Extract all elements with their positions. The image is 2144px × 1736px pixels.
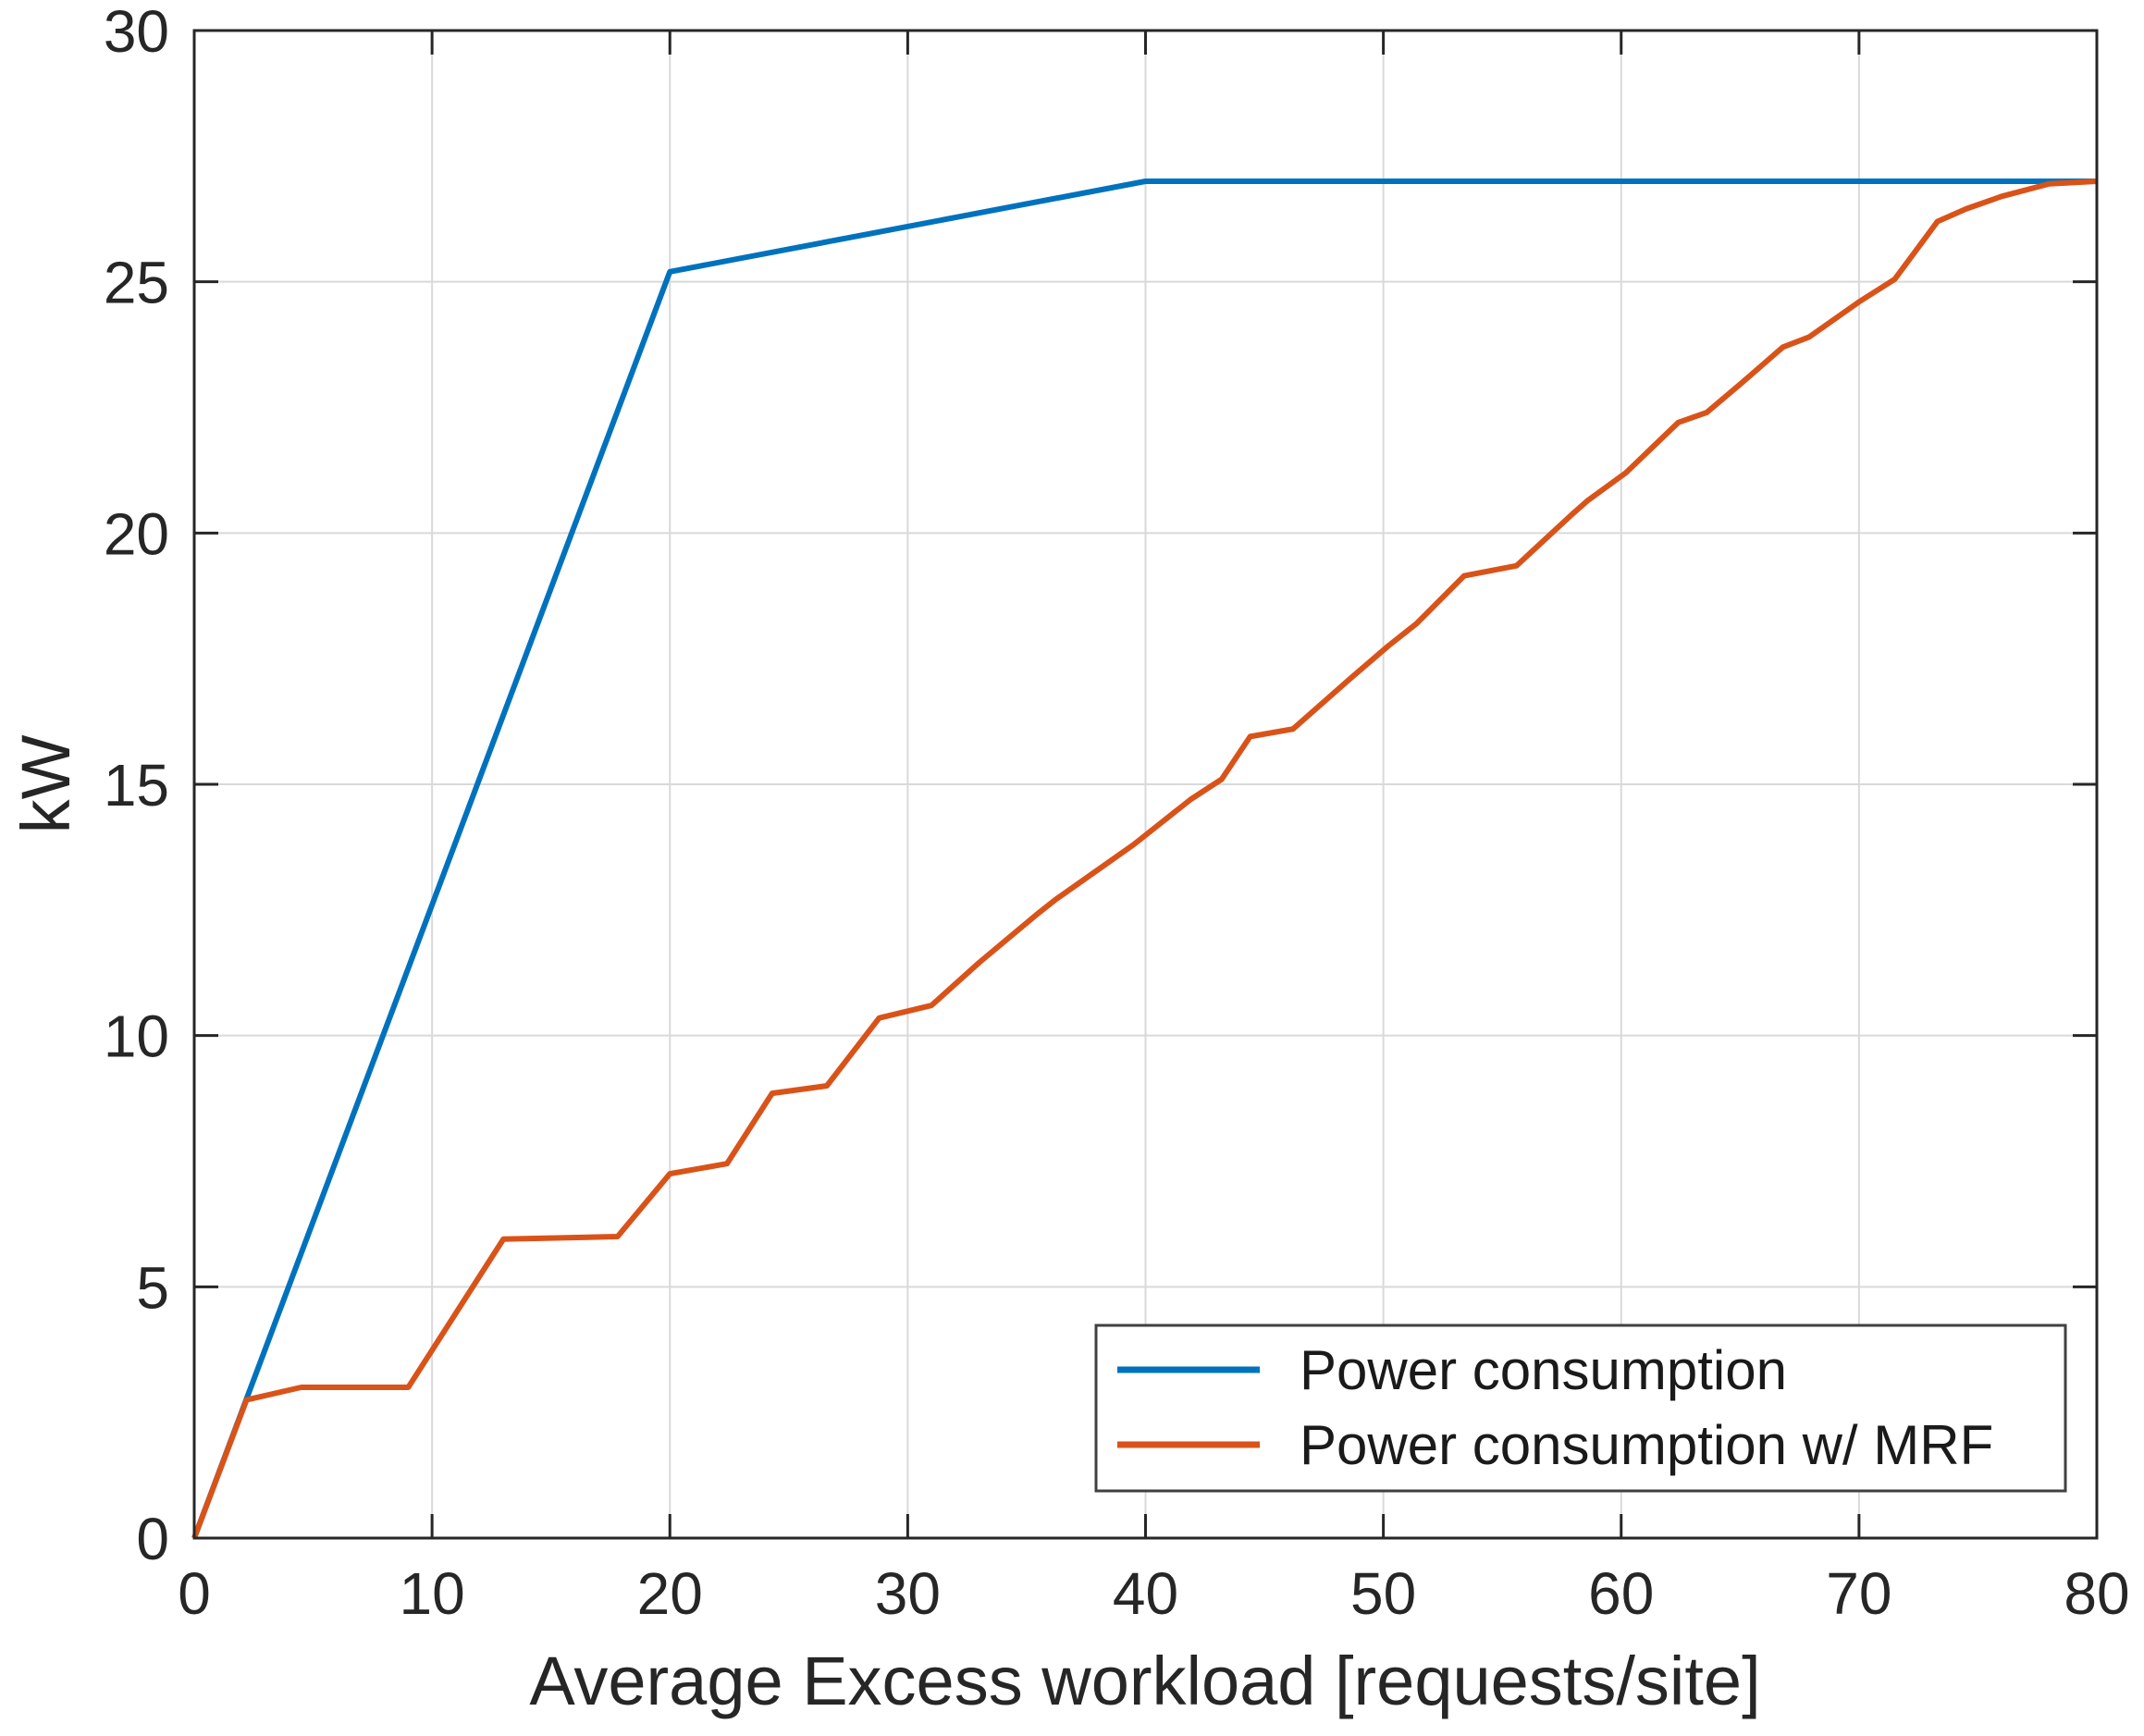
y-tick-label: 10 (104, 1003, 169, 1070)
series-layer (191, 179, 2098, 1540)
x-tick-label: 30 (875, 1560, 941, 1627)
x-tick-label: 20 (637, 1560, 703, 1627)
legend: Power consumption Power consumption w/ M… (1094, 1324, 2067, 1493)
y-tick-label: 15 (104, 752, 169, 819)
x-tick-label: 70 (1826, 1560, 1891, 1627)
tick-label-layer: 0 10 20 30 40 50 60 70 80 0 5 10 15 20 25 30 (104, 0, 2130, 1627)
y-tick-label: 30 (104, 0, 169, 65)
y-tick-label: 20 (104, 500, 169, 567)
x-axis-label: Average Excess workload [requests/site] (529, 1643, 1760, 1719)
y-tick-label: 5 (136, 1254, 169, 1321)
x-tick-label: 80 (2064, 1560, 2129, 1627)
x-tick-label: 40 (1113, 1560, 1178, 1627)
legend-label-power-consumption: Power consumption (1300, 1339, 1787, 1401)
series-line-0 (191, 179, 2097, 1540)
x-tick-label: 50 (1350, 1560, 1416, 1627)
x-tick-label: 10 (400, 1560, 465, 1627)
y-tick-label: 25 (104, 250, 169, 316)
x-tick-label: 0 (178, 1560, 211, 1627)
y-axis-label: kW (7, 734, 84, 833)
legend-box (1094, 1324, 2067, 1493)
grid-layer (194, 31, 2097, 1538)
y-tick-label: 0 (136, 1506, 169, 1572)
x-tick-label: 60 (1588, 1560, 1654, 1627)
axes-layer (192, 29, 2099, 1540)
legend-label-power-consumption-mrf: Power consumption w/ MRF (1300, 1414, 1993, 1476)
series-line-1 (191, 179, 2098, 1540)
